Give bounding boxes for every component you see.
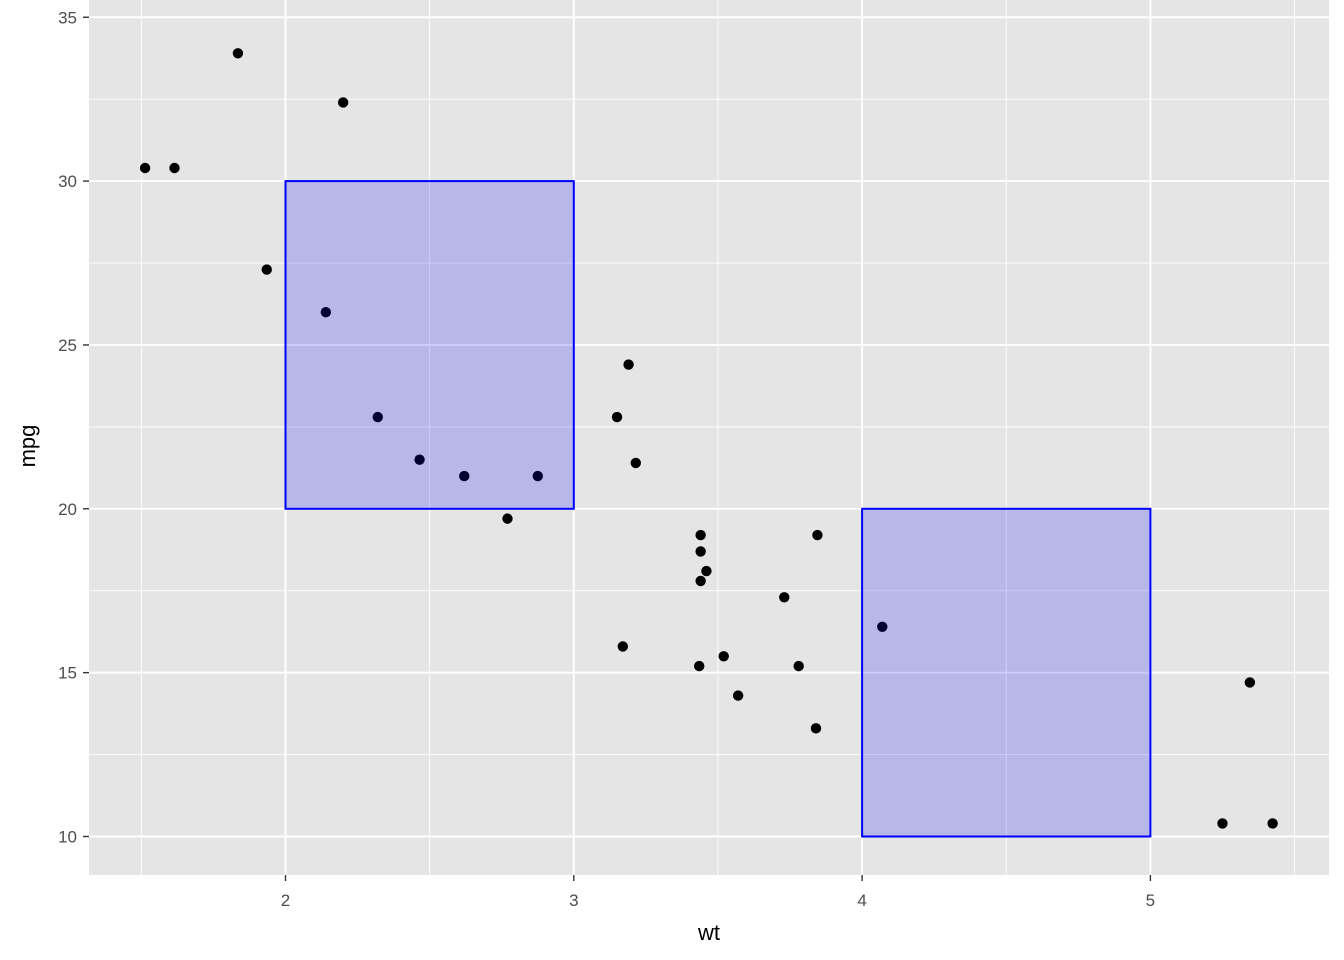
- data-point: [232, 48, 244, 59]
- data-point: [459, 470, 470, 482]
- data-point: [261, 264, 272, 275]
- highlight-rectangle: [284, 180, 575, 510]
- data-point: [372, 411, 383, 423]
- data-point: [320, 306, 332, 318]
- highlight-rectangles: [284, 180, 1152, 838]
- data-point: [718, 651, 729, 662]
- data-point: [694, 660, 705, 672]
- data-point: [732, 690, 744, 701]
- data-point: [810, 723, 822, 734]
- data-point: [611, 411, 623, 423]
- data-points: [139, 48, 1278, 829]
- y-tick-label: 30: [58, 172, 77, 191]
- data-point: [695, 546, 706, 557]
- data-point: [139, 162, 151, 174]
- y-tick-label: 15: [58, 664, 77, 683]
- x-tick-label: 4: [857, 891, 866, 910]
- y-tick-label: 35: [58, 8, 77, 27]
- data-point: [414, 454, 425, 465]
- x-axis-title: wt: [697, 920, 720, 945]
- highlight-rectangle: [861, 507, 1152, 838]
- data-point: [532, 470, 543, 482]
- data-point: [779, 592, 790, 603]
- axis-ticks: [83, 16, 1152, 881]
- data-point: [695, 529, 706, 541]
- data-point: [623, 359, 634, 370]
- data-point: [812, 529, 823, 541]
- y-tick-labels: 10 15 20 25 30 35: [58, 8, 77, 846]
- data-point: [1267, 818, 1278, 829]
- data-point: [1244, 677, 1256, 688]
- data-point: [701, 565, 712, 577]
- y-axis-title: mpg: [15, 425, 40, 468]
- data-point: [630, 457, 641, 469]
- data-point: [502, 513, 513, 524]
- data-point: [169, 162, 180, 174]
- x-tick-label: 2: [281, 891, 290, 910]
- panel-background: [89, 0, 1329, 875]
- y-tick-label: 20: [58, 500, 77, 519]
- data-point: [877, 621, 888, 632]
- x-tick-label: 5: [1146, 891, 1155, 910]
- minor-gridlines: [89, 0, 1329, 875]
- data-point: [1217, 818, 1228, 829]
- y-tick-label: 10: [58, 828, 77, 847]
- data-point: [793, 660, 804, 672]
- x-tick-labels: 2 3 4 5: [281, 891, 1155, 910]
- data-point: [617, 641, 629, 652]
- x-tick-label: 3: [569, 891, 578, 910]
- data-point: [695, 575, 706, 587]
- y-tick-label: 25: [58, 336, 77, 355]
- data-point: [337, 97, 349, 108]
